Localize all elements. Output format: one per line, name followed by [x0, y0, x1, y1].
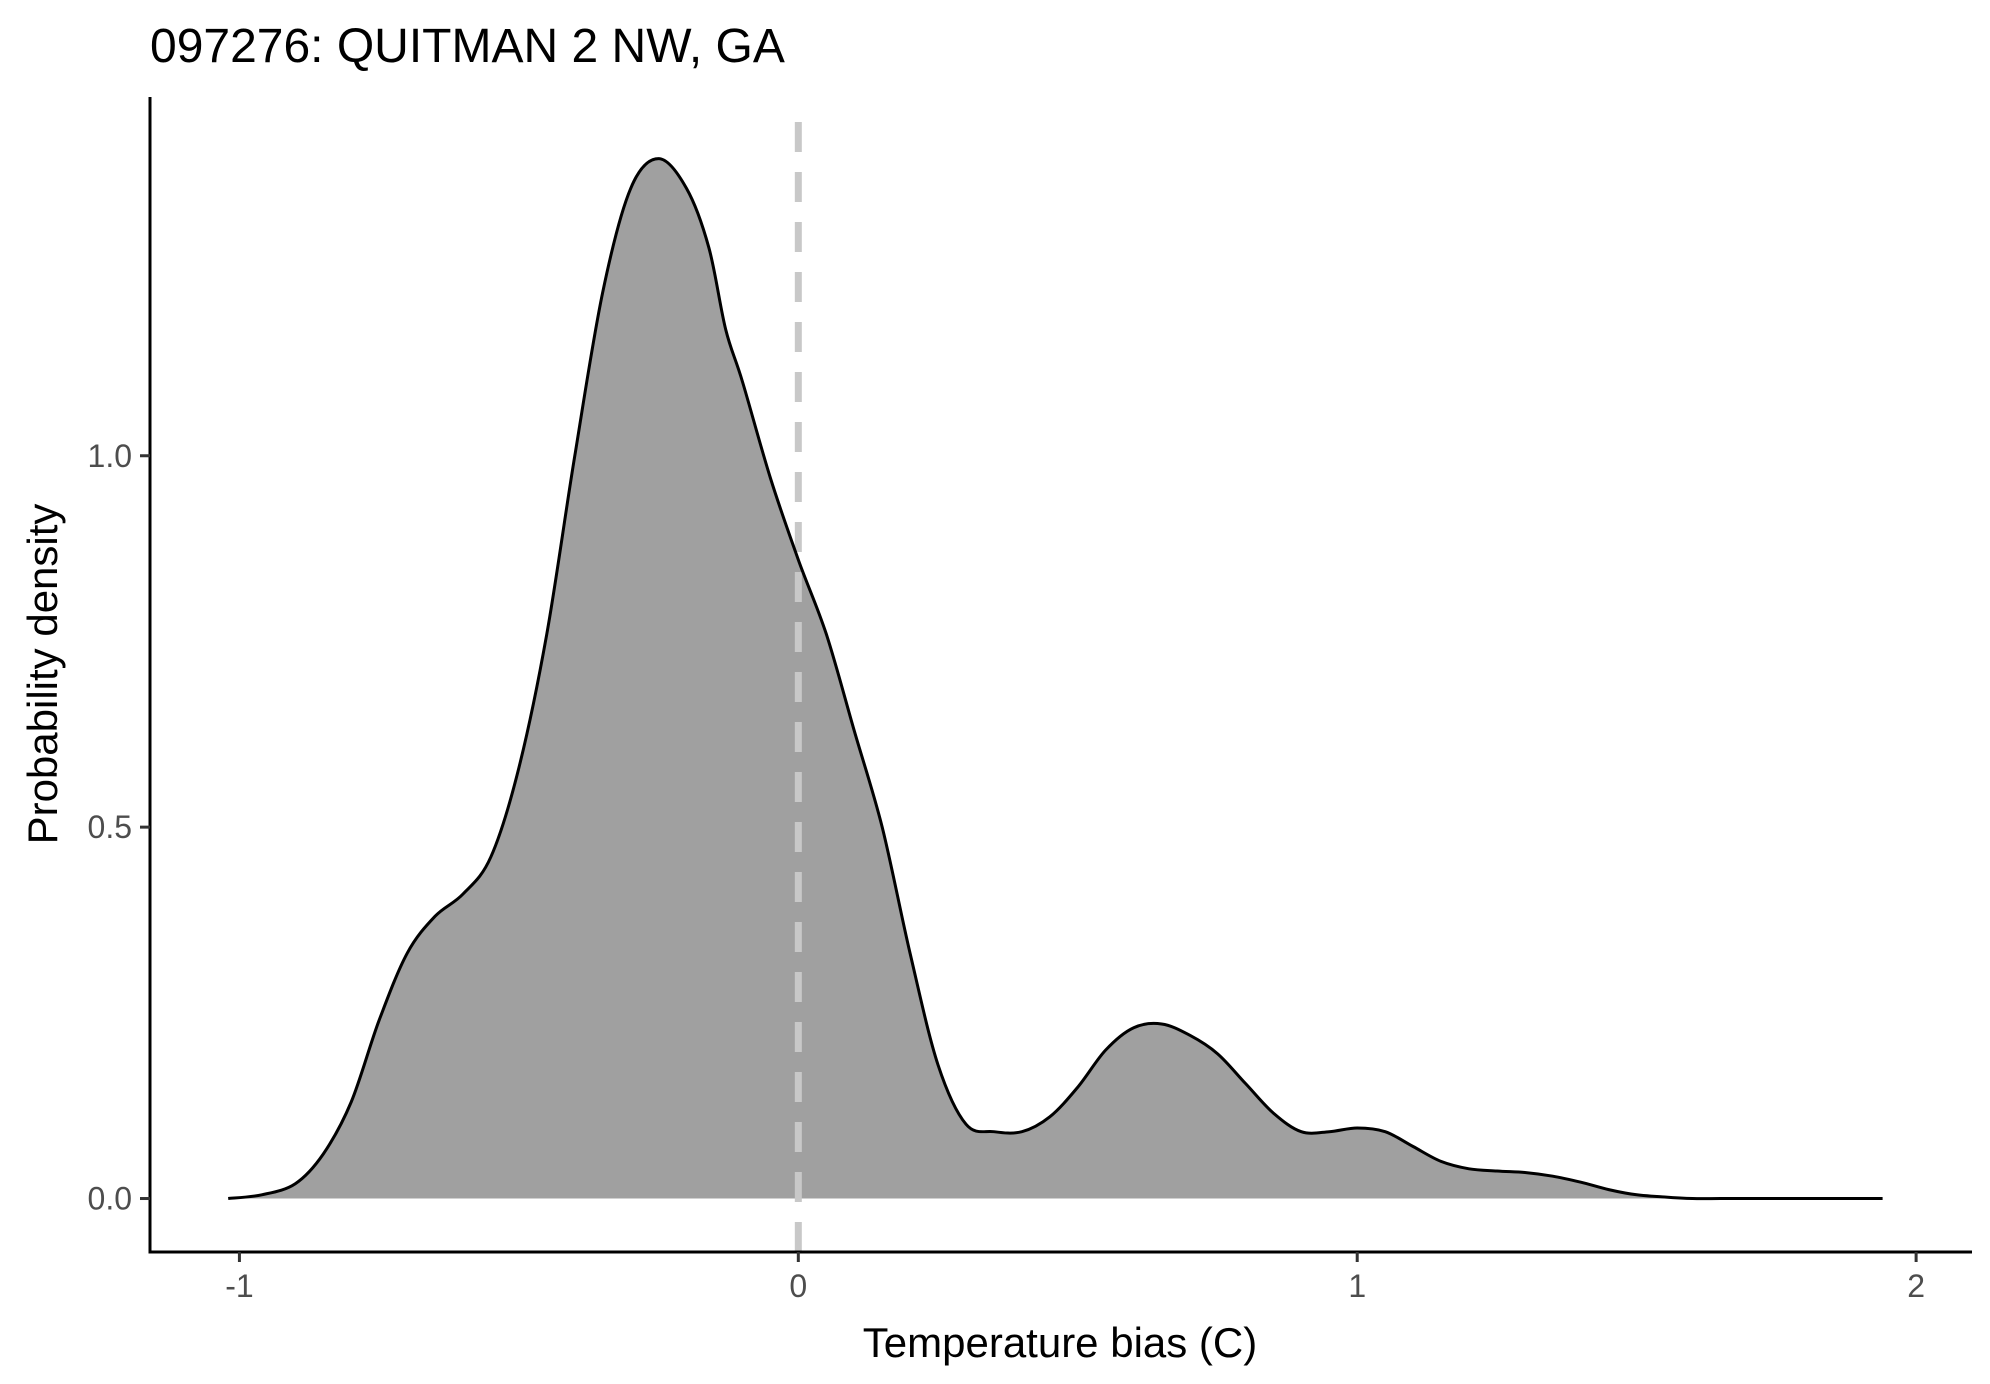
y-tick-label: 0.5 [88, 809, 132, 845]
x-axis-title: Temperature bias (C) [863, 1319, 1257, 1366]
density-curve-line [228, 157, 1883, 1201]
y-axis-ticks: 0.0 0.5 1.0 [88, 438, 150, 1217]
y-tick-label: 1.0 [88, 438, 132, 474]
x-tick-label: 1 [1348, 1268, 1366, 1304]
y-axis-title: Probability density [19, 504, 66, 845]
x-axis-ticks: -1 0 1 2 [225, 1252, 1925, 1304]
x-tick-label: 2 [1907, 1268, 1925, 1304]
x-tick-label: 0 [789, 1268, 807, 1304]
density-area-fill [228, 158, 1883, 1199]
y-tick-label: 0.0 [88, 1181, 132, 1217]
x-tick-label: -1 [225, 1268, 253, 1304]
chart-title: 097276: QUITMAN 2 NW, GA [150, 20, 785, 73]
plot-area [228, 122, 1883, 1252]
